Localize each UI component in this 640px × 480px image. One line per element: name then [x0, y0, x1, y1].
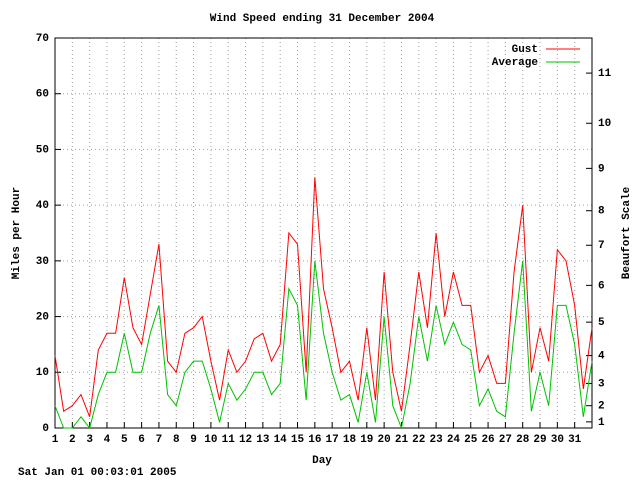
x-tick-label: 20: [378, 434, 391, 446]
y2-tick-label: 1: [598, 417, 605, 429]
x-tick-label: 31: [568, 434, 582, 446]
y2-tick-label: 7: [598, 240, 605, 252]
x-tick-label: 24: [447, 434, 461, 446]
y-axis-label: Miles per Hour: [11, 187, 23, 279]
x-tick-label: 2: [69, 434, 76, 446]
x-tick-label: 29: [533, 434, 546, 446]
x-tick-label: 15: [291, 434, 305, 446]
x-tick-label: 23: [429, 434, 443, 446]
x-tick-label: 18: [343, 434, 357, 446]
y2-tick-label: 10: [598, 118, 611, 130]
y-tick-label: 20: [36, 311, 49, 323]
x-tick-label: 17: [326, 434, 339, 446]
x-tick-label: 19: [360, 434, 373, 446]
y2-tick-label: 8: [598, 206, 605, 218]
x-tick-label: 27: [499, 434, 512, 446]
y2-axis-label: Beaufort Scale: [621, 186, 633, 279]
x-tick-label: 28: [516, 434, 530, 446]
y2-tick-label: 9: [598, 163, 605, 175]
legend-label: Average: [492, 57, 539, 69]
x-tick-label: 25: [464, 434, 478, 446]
x-tick-label: 1: [52, 434, 59, 446]
y-tick-label: 70: [36, 33, 49, 45]
x-tick-label: 13: [256, 434, 270, 446]
x-tick-label: 11: [222, 434, 236, 446]
x-tick-label: 3: [86, 434, 93, 446]
y-tick-label: 10: [36, 367, 49, 379]
plot-frame: [54, 37, 593, 429]
x-tick-label: 16: [308, 434, 321, 446]
y-tick-label: 60: [36, 89, 49, 101]
y2-tick-label: 2: [598, 401, 605, 413]
x-axis-label: Day: [312, 455, 332, 467]
x-tick-label: 8: [173, 434, 180, 446]
y-tick-label: 40: [36, 200, 49, 212]
chart-title: Wind Speed ending 31 December 2004: [210, 13, 435, 25]
y-tick-label: 50: [36, 144, 49, 156]
legend-label: Gust: [512, 44, 538, 56]
y2-tick-label: 6: [598, 280, 605, 292]
x-tick-label: 21: [395, 434, 409, 446]
y2-tick-label: 4: [598, 350, 605, 362]
x-tick-label: 12: [239, 434, 252, 446]
x-tick-label: 7: [156, 434, 163, 446]
series-line: [54, 260, 593, 430]
x-tick-label: 22: [412, 434, 425, 446]
x-tick-label: 30: [551, 434, 564, 446]
y-tick-label: 0: [42, 423, 49, 435]
y2-tick-label: 3: [598, 378, 605, 390]
x-tick-label: 26: [481, 434, 494, 446]
y-tick-label: 30: [36, 256, 49, 268]
y2-tick-label: 11: [598, 68, 612, 80]
x-tick-label: 4: [104, 434, 111, 446]
x-tick-label: 10: [204, 434, 217, 446]
y2-tick-label: 5: [598, 317, 605, 329]
x-tick-label: 14: [274, 434, 288, 446]
series-line: [54, 177, 593, 418]
x-tick-label: 5: [121, 434, 128, 446]
x-tick-label: 9: [190, 434, 197, 446]
footer: Sat Jan 01 00:03:01 2005: [18, 467, 177, 479]
x-tick-label: 6: [138, 434, 145, 446]
